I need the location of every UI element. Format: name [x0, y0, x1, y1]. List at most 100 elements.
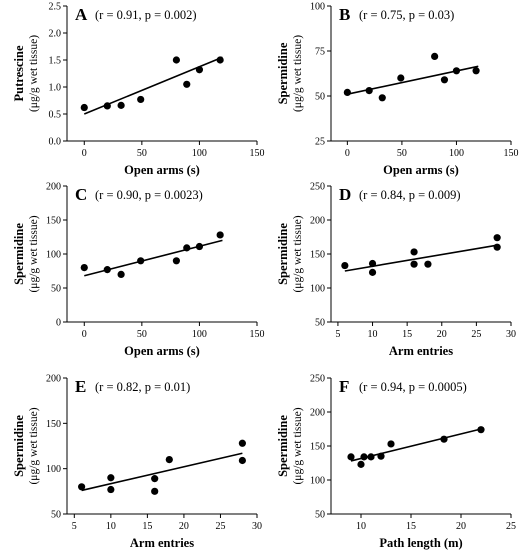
y-tick-label: 100 [46, 464, 61, 475]
x-axis-label: Open arms (s) [124, 163, 200, 177]
data-point [477, 426, 485, 434]
x-tick-label: 25 [471, 329, 481, 340]
x-tick-label: 100 [192, 329, 207, 340]
data-point [80, 103, 88, 112]
data-point [151, 475, 159, 483]
data-point [117, 270, 125, 278]
x-axis-label: Arm entries [130, 536, 194, 550]
panel-b: 0 50 100 150 25 50 75 100 Open arms (s) Spermidin… [276, 2, 519, 178]
y-axis-label: Spermidine [12, 223, 26, 285]
y-axis-label: Putrescine [12, 45, 26, 101]
x-tick-label: 100 [449, 148, 464, 159]
data-point [238, 456, 246, 465]
y-axis-unit: (μg/g wet tissue) [28, 407, 40, 484]
data-point [183, 80, 191, 88]
y-tick-label: 50 [315, 92, 325, 103]
regression-line [81, 452, 243, 492]
x-tick-label: 25 [215, 521, 225, 532]
panel-letter: A [75, 5, 88, 24]
regression-line [344, 244, 498, 272]
y-tick-label: 200 [46, 374, 61, 385]
x-tick-label: 15 [402, 329, 412, 340]
data-point [195, 242, 204, 251]
data-point [347, 453, 355, 461]
x-tick-label: 0 [82, 329, 87, 340]
x-tick-label: 10 [356, 521, 366, 532]
data-point [424, 260, 432, 268]
y-tick-label: 150 [310, 442, 325, 453]
x-tick-label: 5 [72, 521, 77, 532]
y-tick-label: 100 [310, 2, 325, 13]
y-tick-label: 75 [315, 47, 325, 58]
y-tick-label: 1.5 [49, 56, 62, 67]
data-point [107, 474, 115, 482]
x-tick-label: 30 [252, 521, 262, 532]
y-tick-label: 100 [310, 476, 325, 487]
y-tick-label: 150 [310, 250, 325, 261]
data-point [493, 234, 501, 242]
x-tick-label: 10 [368, 329, 378, 340]
y-tick-label: 50 [51, 284, 61, 295]
y-tick-label: 100 [46, 250, 61, 261]
panel-letter: D [339, 185, 351, 204]
y-tick-label: 200 [310, 216, 325, 227]
data-point [117, 101, 125, 109]
x-tick-label: 15 [142, 521, 152, 532]
y-tick-label: 1.0 [49, 83, 62, 94]
data-point [472, 67, 480, 75]
panel-letter: B [339, 5, 350, 24]
correlation-stat: (r = 0.75, p = 0.03) [359, 8, 454, 22]
data-point [357, 460, 365, 468]
x-tick-label: 5 [335, 329, 340, 340]
data-point [172, 257, 180, 265]
data-point [410, 260, 418, 268]
data-point [431, 52, 439, 61]
x-axis-label: Open arms (s) [124, 344, 200, 358]
correlation-stat: (r = 0.91, p = 0.002) [95, 8, 197, 22]
data-point [440, 435, 448, 443]
y-axis-label: Spermidine [276, 415, 290, 477]
y-axis-unit: (μg/g wet tissue) [28, 215, 40, 292]
panel-a: 0 50 100 150 0.0 0.5 1.0 1.5 2.0 2.5 Open arms (s)… [12, 2, 265, 178]
panel-letter: C [75, 185, 87, 204]
data-point [368, 268, 377, 276]
y-tick-label: 0.0 [49, 137, 62, 148]
panel-letter: E [75, 377, 86, 396]
data-point [238, 439, 246, 447]
y-axis-unit: (μg/g wet tissue) [28, 35, 40, 112]
x-tick-label: 25 [506, 521, 516, 532]
data-point [165, 456, 173, 464]
data-point [440, 76, 449, 84]
correlation-stat: (r = 0.84, p = 0.009) [359, 188, 461, 202]
data-point [172, 56, 180, 64]
y-tick-label: 200 [310, 408, 325, 419]
y-tick-label: 50 [51, 510, 61, 521]
data-point [80, 264, 88, 272]
data-point [410, 248, 418, 256]
data-point [367, 453, 375, 461]
data-point [341, 261, 349, 270]
x-axis-label: Open arms (s) [383, 163, 459, 177]
y-axis-label: Spermidine [12, 415, 26, 477]
y-tick-label: 150 [46, 419, 61, 430]
y-axis-unit: (μg/g wet tissue) [292, 215, 304, 292]
y-tick-label: 0.5 [49, 110, 62, 121]
data-point [368, 259, 377, 268]
panel-c: 0 50 100 150 0 50 100 150 200 Open arms (s) Spermi… [12, 182, 265, 359]
data-point [107, 485, 115, 494]
data-point [365, 87, 373, 95]
y-axis-label: Spermidine [276, 223, 290, 285]
correlation-stat: (r = 0.94, p = 0.0005) [359, 380, 467, 394]
data-point [151, 487, 159, 495]
data-point [397, 74, 405, 82]
x-axis-label: Arm entries [389, 344, 453, 358]
y-tick-label: 2.0 [49, 29, 62, 40]
x-axis-label: Path length (m) [379, 536, 462, 550]
y-tick-label: 250 [310, 374, 325, 385]
data-point [137, 257, 145, 265]
data-point [387, 440, 395, 448]
data-point [78, 483, 86, 491]
x-tick-label: 150 [250, 329, 265, 340]
x-tick-label: 150 [250, 148, 265, 159]
